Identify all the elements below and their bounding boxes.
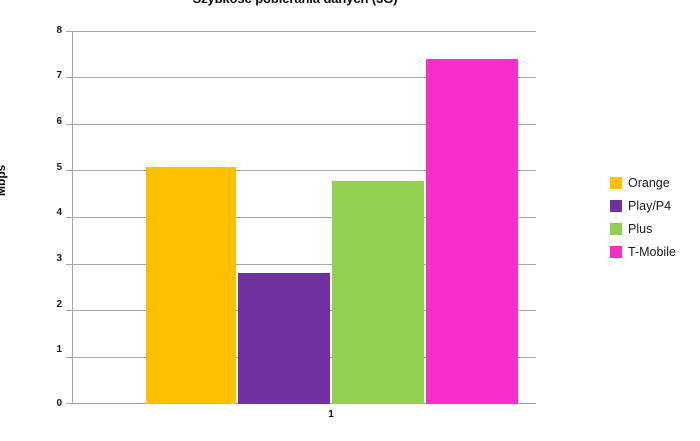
legend-label-play-p4: Play/P4 [628,198,672,213]
y-tick-label-4: 4 [56,207,62,218]
y-tick-mark-5 [66,170,72,171]
y-tick-mark-3 [66,264,72,265]
bar-play-p4[interactable] [238,272,330,404]
gridline-8 [72,31,536,32]
x-axis-title [0,433,590,441]
y-tick-mark-1 [66,357,72,358]
bar-t-mobile[interactable] [426,58,518,404]
legend-label-t-mobile: T-Mobile [628,244,676,259]
y-tick-label-3: 3 [56,253,62,264]
y-tick-label-1: 1 [56,344,62,355]
gridline-3 [72,264,536,265]
gridline-7 [72,77,536,78]
legend: Orange Play/P4 Plus T-Mobile [610,171,676,263]
gridline-4 [72,217,536,218]
legend-item-t-mobile[interactable]: T-Mobile [610,240,676,263]
y-tick-label-8: 8 [56,25,62,36]
y-tick-label-0: 0 [56,398,62,409]
legend-swatch-t-mobile [610,245,622,258]
y-tick-mark-0 [66,403,72,404]
legend-item-play-p4[interactable]: Play/P4 [610,194,676,217]
y-tick-label-6: 6 [56,116,62,127]
legend-item-plus[interactable]: Plus [610,217,676,240]
bar-plus[interactable] [332,181,424,404]
y-tick-mark-4 [66,217,72,218]
y-tick-label-5: 5 [56,162,62,173]
gridline-5 [72,170,536,171]
y-tick-label-7: 7 [56,70,62,81]
bar-orange[interactable] [146,167,236,404]
legend-swatch-play-p4 [610,199,622,212]
legend-label-plus: Plus [628,221,653,236]
legend-swatch-orange [610,176,622,189]
y-tick-mark-8 [66,31,72,32]
y-tick-mark-6 [66,124,72,125]
gridline-6 [72,124,536,125]
plot-area [66,31,536,404]
legend-swatch-plus [610,222,622,235]
legend-item-orange[interactable]: Orange [610,171,676,194]
legend-label-orange: Orange [628,175,670,190]
y-tick-mark-2 [66,310,72,311]
y-tick-mark-7 [66,77,72,78]
x-tick-label-1: 1 [328,409,334,420]
chart-title: Szybkość pobierania danych (3G) [0,0,590,6]
y-tick-label-2: 2 [56,299,62,310]
y-axis-title: Mbps [0,164,8,196]
